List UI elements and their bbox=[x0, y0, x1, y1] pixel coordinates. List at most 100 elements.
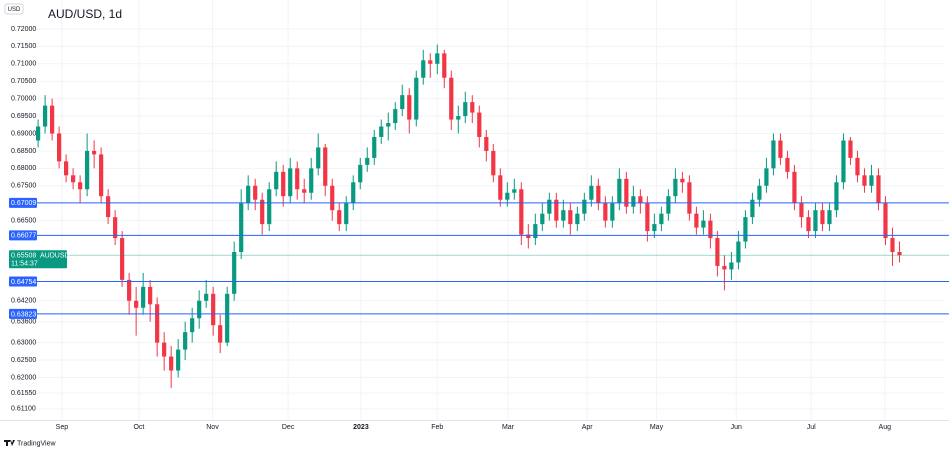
candle-body bbox=[708, 220, 713, 239]
candle-body bbox=[414, 77, 419, 120]
candle-body bbox=[323, 147, 328, 186]
candle-body bbox=[841, 140, 846, 183]
y-tick-label: 0.68500 bbox=[11, 148, 36, 155]
candle-body bbox=[463, 102, 468, 117]
candle-body bbox=[351, 182, 356, 204]
candle-body bbox=[890, 238, 895, 252]
candle-body bbox=[162, 342, 167, 357]
candle-body bbox=[526, 234, 531, 239]
candle-body bbox=[169, 356, 174, 371]
y-tick-label: 0.63000 bbox=[11, 339, 36, 346]
candle-body bbox=[155, 304, 160, 343]
candle-body bbox=[267, 189, 272, 225]
candle-body bbox=[869, 175, 874, 186]
y-tick-label: 0.61550 bbox=[11, 390, 36, 397]
candle-body bbox=[260, 199, 265, 225]
candle-body bbox=[379, 126, 384, 137]
level-label-box bbox=[9, 308, 37, 319]
candle-body bbox=[897, 252, 902, 256]
candle-body bbox=[176, 349, 181, 371]
candle-body bbox=[876, 175, 881, 204]
x-tick-label: Apr bbox=[582, 424, 594, 431]
currency[interactable]: USD bbox=[8, 7, 21, 13]
candle-body bbox=[141, 286, 146, 308]
candle-body bbox=[281, 171, 286, 197]
candle-body bbox=[561, 210, 566, 221]
overlay: 0.72000 0.71500 0.71000 0.70500 0.70000 0.695… bbox=[9, 26, 949, 431]
level-label: 0.64754 bbox=[11, 279, 36, 286]
candle-body bbox=[218, 325, 223, 343]
y-tick-label: 0.70500 bbox=[11, 78, 36, 85]
x-tick-label: Oct bbox=[133, 424, 144, 431]
brand-logo[interactable]: TradingView bbox=[4, 440, 56, 447]
candle-body bbox=[610, 203, 615, 221]
brand[interactable]: TradingView bbox=[17, 440, 56, 447]
candle-body bbox=[519, 189, 524, 235]
candle-body bbox=[71, 175, 76, 183]
candle-body bbox=[813, 210, 818, 232]
candle-body bbox=[50, 105, 55, 134]
candle-body bbox=[428, 60, 433, 64]
candle-body bbox=[568, 210, 573, 225]
y-tick-label: 0.66500 bbox=[11, 217, 36, 224]
candle-body bbox=[834, 182, 839, 211]
candle-body bbox=[596, 185, 601, 204]
candle-body bbox=[253, 185, 258, 200]
grid bbox=[36, 0, 945, 420]
candle-body bbox=[225, 293, 230, 343]
x-tick-label: Jun bbox=[731, 424, 742, 431]
candle-body bbox=[330, 185, 335, 211]
candle-body bbox=[771, 140, 776, 169]
x-tick-label: May bbox=[650, 424, 664, 431]
candle-body bbox=[785, 157, 790, 172]
candle-body bbox=[806, 217, 811, 232]
countdown-label: 11:54:37 bbox=[11, 261, 38, 268]
candle-body bbox=[134, 300, 139, 308]
candle-body bbox=[449, 77, 454, 120]
candle-body bbox=[484, 136, 489, 151]
candle-body bbox=[288, 168, 293, 197]
y-tick-label: 0.64200 bbox=[11, 298, 36, 305]
candle-body bbox=[498, 175, 503, 200]
candle-body bbox=[358, 164, 363, 183]
y-tick-label: 0.68000 bbox=[11, 165, 36, 172]
x-tick-label: Sep bbox=[56, 424, 69, 431]
x-tick-label: Aug bbox=[879, 424, 892, 431]
y-tick-label: 0.69000 bbox=[11, 130, 36, 137]
candle-body bbox=[365, 157, 370, 165]
candle-body bbox=[120, 238, 125, 280]
level-label-box bbox=[9, 197, 37, 208]
chart-title: AUD/USD, 1d bbox=[48, 7, 122, 21]
candle-body bbox=[64, 161, 69, 176]
candle-body bbox=[736, 241, 741, 263]
x-tick-label: Jul bbox=[807, 424, 816, 431]
candle-body bbox=[183, 332, 188, 350]
y-tick-label: 0.62000 bbox=[11, 374, 36, 381]
y-tick-label: 0.71000 bbox=[11, 61, 36, 68]
candle-body bbox=[659, 213, 664, 225]
candle-body bbox=[337, 210, 342, 225]
candle-body bbox=[778, 140, 783, 158]
candle-body bbox=[540, 213, 545, 225]
currency-box[interactable] bbox=[4, 3, 24, 15]
y-tick-label: 0.70000 bbox=[11, 95, 36, 102]
candle-body bbox=[701, 220, 706, 228]
level-label: 0.67009 bbox=[11, 200, 36, 207]
candle-body bbox=[743, 217, 748, 242]
candle-body bbox=[505, 192, 510, 200]
candle-body bbox=[582, 199, 587, 214]
logo-icon[interactable] bbox=[4, 440, 15, 446]
candle-body bbox=[757, 185, 762, 200]
candle-body bbox=[680, 178, 685, 183]
y-tick-label: 0.72000 bbox=[11, 26, 36, 33]
x-tick-label: Feb bbox=[431, 424, 443, 431]
candle-body bbox=[638, 196, 643, 204]
candle-body bbox=[820, 210, 825, 225]
candle-body bbox=[652, 224, 657, 232]
candle-body bbox=[575, 213, 580, 225]
candle-body bbox=[113, 217, 118, 239]
candle-body bbox=[645, 203, 650, 232]
candle-body bbox=[750, 199, 755, 218]
candle-body bbox=[603, 203, 608, 221]
